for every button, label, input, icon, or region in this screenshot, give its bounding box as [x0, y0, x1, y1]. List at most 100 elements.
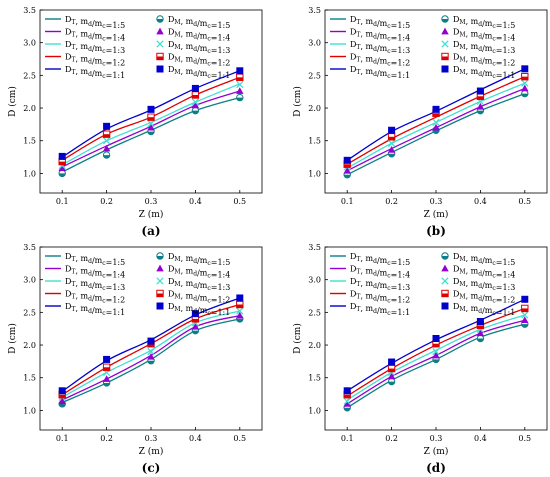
x-tick-label: 0.4	[189, 197, 202, 206]
legend-marker-swatch	[156, 277, 164, 285]
data-point-s2-p0	[343, 397, 351, 405]
data-point-s0-p1-fill	[388, 381, 395, 385]
data-point-s4-p1	[103, 355, 111, 363]
data-point-s4-p1-shape	[103, 122, 111, 130]
legend-line-label: DT, md/mc=1:5	[350, 15, 410, 30]
x-axis-label: Z (m)	[139, 446, 164, 457]
data-point-s4-p1-shape	[103, 355, 111, 363]
data-point-s1-p1	[102, 144, 111, 152]
legend-line-label: DT, md/mc=1:5	[350, 252, 410, 267]
x-tick-label: 0.5	[233, 197, 246, 206]
y-tick-label: 1.5	[23, 137, 36, 146]
data-point-s1-p1	[102, 375, 111, 382]
y-axis-label: D (cm)	[292, 323, 303, 354]
data-point-s1-p3	[476, 102, 485, 110]
data-point-s3-p3-fill	[192, 318, 199, 323]
data-point-s2-p2	[432, 118, 440, 127]
legend-marker-swatch	[156, 252, 164, 260]
y-tick-label: 3.0	[308, 39, 321, 48]
data-point-s2-p0-shape	[343, 397, 351, 405]
x-axis-label: Z (m)	[424, 446, 449, 457]
data-point-s3-p4-fill	[236, 77, 243, 81]
series-line-2	[61, 310, 240, 398]
legend-line-label: DT, md/mc=1:1	[65, 65, 125, 80]
legend-line-label: DT, md/mc=1:4	[350, 28, 410, 43]
data-point-s3-p0-fill	[59, 394, 66, 398]
data-point-s4-p4	[236, 294, 244, 302]
data-point-s2-p1	[387, 139, 396, 147]
data-point-s1-p1-shape	[102, 144, 111, 152]
legend-marker-swatch-fill	[441, 19, 449, 23]
legend: DT, md/mc=1:5DM, md/mc=1:5DT, md/mc=1:4D…	[45, 15, 230, 80]
data-point-s4-p3	[191, 84, 199, 92]
x-tick-label: 0.3	[430, 197, 443, 206]
data-point-s0-p1	[387, 377, 396, 386]
legend-marker-label: DM, md/mc=1:2	[453, 290, 515, 305]
data-point-s1-p3	[476, 329, 485, 337]
legend-marker-swatch	[441, 277, 449, 285]
data-point-s0-p2-fill	[147, 360, 155, 364]
data-point-s1-p1-shape	[102, 375, 111, 382]
data-point-s4-p2-shape	[147, 337, 155, 345]
data-point-s3-p4	[236, 73, 244, 82]
legend-marker-swatch	[441, 52, 449, 61]
data-point-s1-p4	[236, 311, 244, 319]
legend-line-label: DT, md/mc=1:2	[350, 290, 410, 305]
data-point-s3-p0-fill	[59, 161, 66, 165]
data-point-s0-p1-fill	[103, 155, 110, 159]
legend-marker-label: DM, md/mc=1:1	[168, 302, 230, 317]
data-point-s0-p2-fill	[432, 130, 440, 134]
data-point-s3-p3	[191, 91, 200, 99]
data-point-s4-p3-shape	[191, 84, 199, 92]
data-point-s4-p2	[147, 337, 155, 345]
legend-marker-swatch	[441, 302, 449, 310]
data-point-s0-p4-fill	[236, 318, 243, 323]
panel-2: 1.0 1.5 2.0 2.5 3.0 3.5 0.1 0.2 0.3 0.4 0.5 Z (m) D …	[7, 243, 263, 475]
legend-marker-swatch	[441, 289, 449, 298]
data-point-s0-p4-fill	[521, 93, 528, 97]
data-point-s1-p2	[432, 123, 440, 131]
data-point-s4-p3	[476, 87, 484, 95]
data-point-s4-p2-shape	[432, 334, 440, 342]
data-point-s4-p4-shape	[521, 65, 529, 73]
data-point-s4-p0	[343, 156, 351, 164]
x-axis-label: Z (m)	[424, 209, 449, 220]
legend-marker-swatch-shape	[156, 65, 164, 73]
data-point-s4-p2	[432, 105, 440, 113]
data-point-s3-p4	[236, 300, 244, 309]
data-point-s1-p4	[236, 87, 244, 94]
data-point-s1-p2	[147, 352, 155, 360]
data-point-s2-p4-shape	[521, 79, 529, 87]
data-point-s3-p1	[102, 130, 111, 138]
data-point-s1-p2-shape	[432, 351, 440, 359]
data-point-s1-p2-shape	[147, 352, 155, 360]
data-point-s2-p2	[147, 120, 155, 128]
legend-marker-swatch-fill	[156, 256, 164, 260]
legend-marker-swatch	[441, 27, 449, 35]
data-point-s2-p2	[432, 347, 440, 356]
data-point-s2-p1-shape	[387, 139, 396, 147]
y-tick-label: 1.5	[308, 374, 321, 383]
legend-marker-swatch-shape	[441, 65, 449, 73]
legend-marker-swatch-shape	[156, 277, 164, 285]
legend-marker-label: DM, md/mc=1:3	[453, 40, 515, 55]
x-tick-label: 0.5	[518, 434, 531, 443]
legend-marker-label: DM, md/mc=1:5	[453, 252, 515, 267]
data-point-s3-p4-fill	[521, 308, 528, 312]
x-tick-label: 0.5	[518, 197, 531, 206]
y-axis-label: D (cm)	[7, 323, 18, 354]
legend-marker-label: DM, md/mc=1:2	[168, 290, 230, 305]
legend-line-label: DT, md/mc=1:4	[65, 28, 125, 43]
data-point-s4-p2	[147, 105, 155, 113]
data-point-s3-p2-fill	[147, 117, 155, 121]
data-point-s3-p4-fill	[521, 76, 528, 80]
x-tick-label: 0.4	[474, 197, 487, 206]
legend-marker-label: DM, md/mc=1:3	[453, 277, 515, 292]
series-line-2	[346, 314, 526, 401]
x-tick-label: 0.5	[233, 434, 246, 443]
y-tick-label: 1.5	[308, 137, 321, 146]
y-tick-label: 2.0	[308, 104, 321, 113]
data-point-s3-p4	[521, 72, 529, 81]
data-point-s1-p0-shape	[343, 166, 351, 174]
y-tick-label: 2.5	[23, 71, 36, 80]
